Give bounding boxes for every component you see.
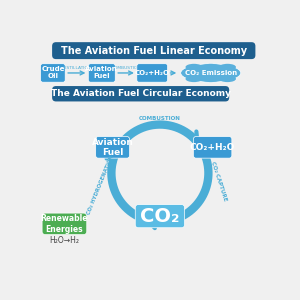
FancyBboxPatch shape <box>137 64 168 82</box>
Text: The Aviation Fuel Linear Economy: The Aviation Fuel Linear Economy <box>61 46 247 56</box>
FancyBboxPatch shape <box>88 64 115 82</box>
Text: CO₂ HYDROGENATION: CO₂ HYDROGENATION <box>86 154 115 215</box>
Text: CO₂+H₂O: CO₂+H₂O <box>190 143 235 152</box>
Text: Renewable
Energies: Renewable Energies <box>41 214 88 234</box>
Text: H₂O→H₂: H₂O→H₂ <box>50 236 80 244</box>
Text: CO₂ Emission: CO₂ Emission <box>185 70 237 76</box>
FancyBboxPatch shape <box>135 205 184 228</box>
FancyBboxPatch shape <box>42 213 87 235</box>
Ellipse shape <box>185 76 202 82</box>
FancyBboxPatch shape <box>96 136 130 158</box>
Text: The Aviation Fuel Circular Economy: The Aviation Fuel Circular Economy <box>51 89 231 98</box>
Ellipse shape <box>219 64 236 70</box>
Text: COMBUSTION: COMBUSTION <box>111 66 141 70</box>
Text: COMBUSTION: COMBUSTION <box>139 116 181 121</box>
FancyBboxPatch shape <box>52 42 255 59</box>
Ellipse shape <box>185 64 202 70</box>
FancyBboxPatch shape <box>40 64 65 82</box>
Ellipse shape <box>181 64 241 82</box>
Ellipse shape <box>219 76 236 82</box>
FancyBboxPatch shape <box>193 136 232 158</box>
Text: Aviation
Fuel: Aviation Fuel <box>92 138 134 157</box>
Text: Crude
Oil: Crude Oil <box>41 67 64 80</box>
Ellipse shape <box>202 64 219 70</box>
Text: CO₂: CO₂ <box>140 207 180 226</box>
Ellipse shape <box>202 76 219 82</box>
Text: DISTILLATION: DISTILLATION <box>62 66 91 70</box>
Text: CO₂+H₂O: CO₂+H₂O <box>135 70 170 76</box>
FancyBboxPatch shape <box>52 86 229 101</box>
Text: CO₂ CAPTURE: CO₂ CAPTURE <box>210 160 228 201</box>
Text: Aviation
Fuel: Aviation Fuel <box>85 67 118 80</box>
